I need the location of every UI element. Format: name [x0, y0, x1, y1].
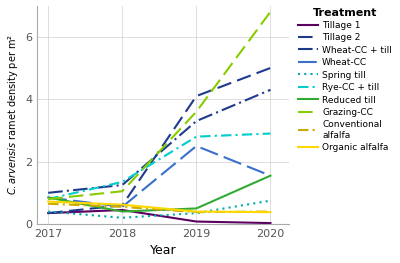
Y-axis label: $\it{C. arvensis}$ ramet density per m²: $\it{C. arvensis}$ ramet density per m² — [6, 34, 20, 195]
Legend: Tillage 1, Tillage 2, Wheat-CC + till, Wheat-CC, Spring till, Rye-CC + till, Red: Tillage 1, Tillage 2, Wheat-CC + till, W… — [296, 6, 394, 154]
X-axis label: Year: Year — [150, 244, 176, 257]
